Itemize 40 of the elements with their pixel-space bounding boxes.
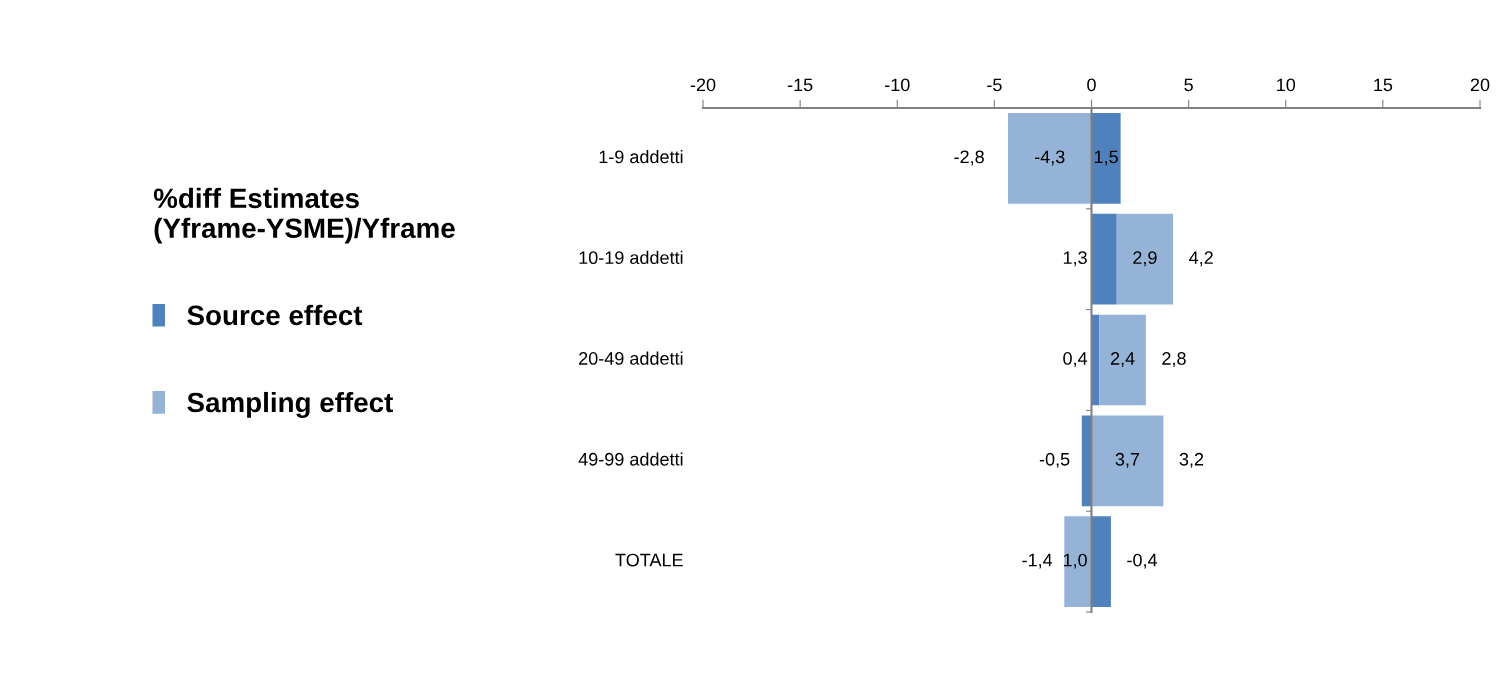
y-tick-label: 1-9 addetti — [599, 149, 683, 164]
bar — [1007, 113, 1092, 204]
x-tick-label: 15 — [1374, 78, 1393, 92]
total-label: -0,4 — [1127, 553, 1158, 569]
x-tick-label: 10 — [1277, 78, 1296, 92]
legend-label: Source effect — [187, 304, 363, 326]
y-tick-label: 49-99 addetti — [578, 452, 683, 466]
data-label: 3,7 — [1115, 452, 1140, 468]
bar — [1116, 213, 1174, 305]
x-tick-label: 5 — [1184, 78, 1193, 92]
data-label: 1,0 — [1063, 553, 1087, 569]
legend-label: Sampling effect — [187, 391, 393, 418]
total-label: 2,8 — [1162, 352, 1186, 367]
total-label: -2,8 — [954, 150, 984, 166]
data-label: 1,5 — [1094, 150, 1118, 166]
data-label: 2,9 — [1133, 251, 1157, 267]
x-tick-label: 20 — [1470, 78, 1490, 92]
x-tick-label: -20 — [690, 78, 716, 92]
x-tick-label: -5 — [987, 78, 1002, 92]
total-label: 4,2 — [1189, 251, 1213, 267]
bar — [1091, 415, 1164, 507]
bar — [1064, 516, 1092, 607]
total-label: 3,2 — [1179, 452, 1204, 468]
data-label: -1,4 — [1022, 553, 1053, 569]
data-label: 2,4 — [1110, 352, 1135, 367]
bar — [1091, 213, 1117, 305]
data-label: -4,3 — [1034, 150, 1065, 166]
x-tick-label: -15 — [787, 78, 813, 92]
data-label: 1,3 — [1063, 251, 1087, 267]
legend-title: %diff Estimates (Yframe-YSME)/Yframe — [153, 187, 455, 244]
data-label: 0,4 — [1063, 352, 1088, 367]
bar — [1091, 516, 1111, 607]
y-tick-label: 10-19 addetti — [579, 250, 683, 265]
y-tick-label: 20-49 addetti — [579, 351, 683, 365]
x-tick-label: 0 — [1087, 78, 1096, 92]
bar — [1091, 113, 1121, 204]
bar — [1099, 314, 1146, 406]
data-label: -0,5 — [1039, 452, 1070, 468]
x-tick-label: -10 — [885, 78, 910, 92]
y-tick-label: TOTALE — [615, 553, 683, 567]
